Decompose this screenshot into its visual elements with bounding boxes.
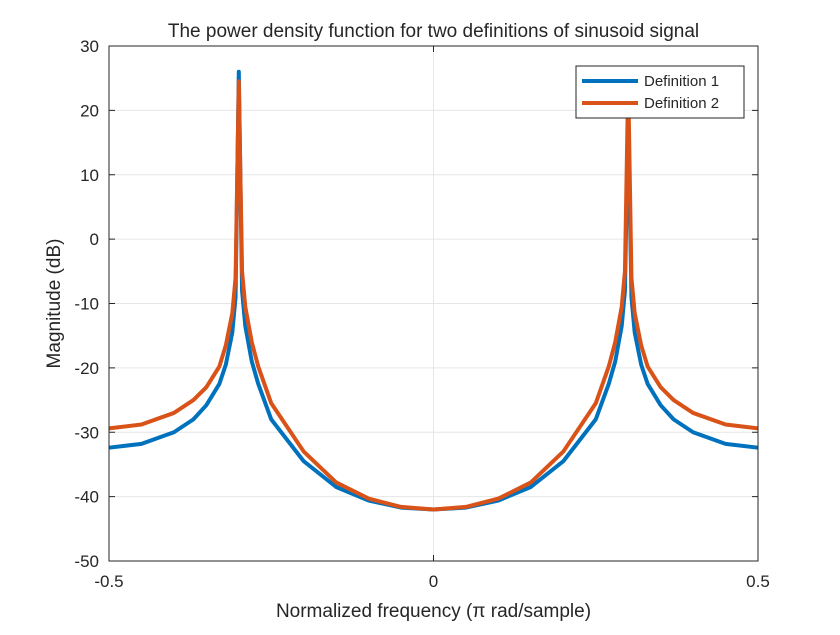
- y-tick-label: -30: [74, 423, 99, 442]
- chart-title: The power density function for two defin…: [168, 21, 699, 42]
- series-line-2: [108, 79, 759, 512]
- legend-label-2: Definition 2: [644, 95, 719, 112]
- ticks: -0.5 0 0.5 -50 -40 -30 -20 -10 0 10 20 30: [74, 37, 769, 591]
- y-tick-label: -40: [74, 488, 99, 507]
- y-tick-label: 30: [80, 37, 99, 56]
- legend-label-1: Definition 1: [644, 73, 719, 90]
- y-tick-label: 10: [80, 166, 99, 185]
- series-lines: [108, 69, 759, 512]
- y-tick-label: -50: [74, 552, 99, 571]
- legend: Definition 1 Definition 2: [575, 65, 745, 119]
- y-tick-label: -10: [74, 295, 99, 314]
- legend-box: [575, 65, 745, 119]
- y-tick-label: 20: [80, 101, 99, 120]
- y-tick-label: 0: [90, 230, 99, 249]
- x-axis-title: Normalized frequency (π rad/sample): [276, 601, 591, 622]
- x-tick-label: 0: [429, 572, 438, 591]
- x-tick-label: 0.5: [746, 572, 770, 591]
- y-axis-title: Magnitude (dB): [44, 239, 65, 369]
- x-tick-label: -0.5: [94, 572, 123, 591]
- y-tick-label: -20: [74, 359, 99, 378]
